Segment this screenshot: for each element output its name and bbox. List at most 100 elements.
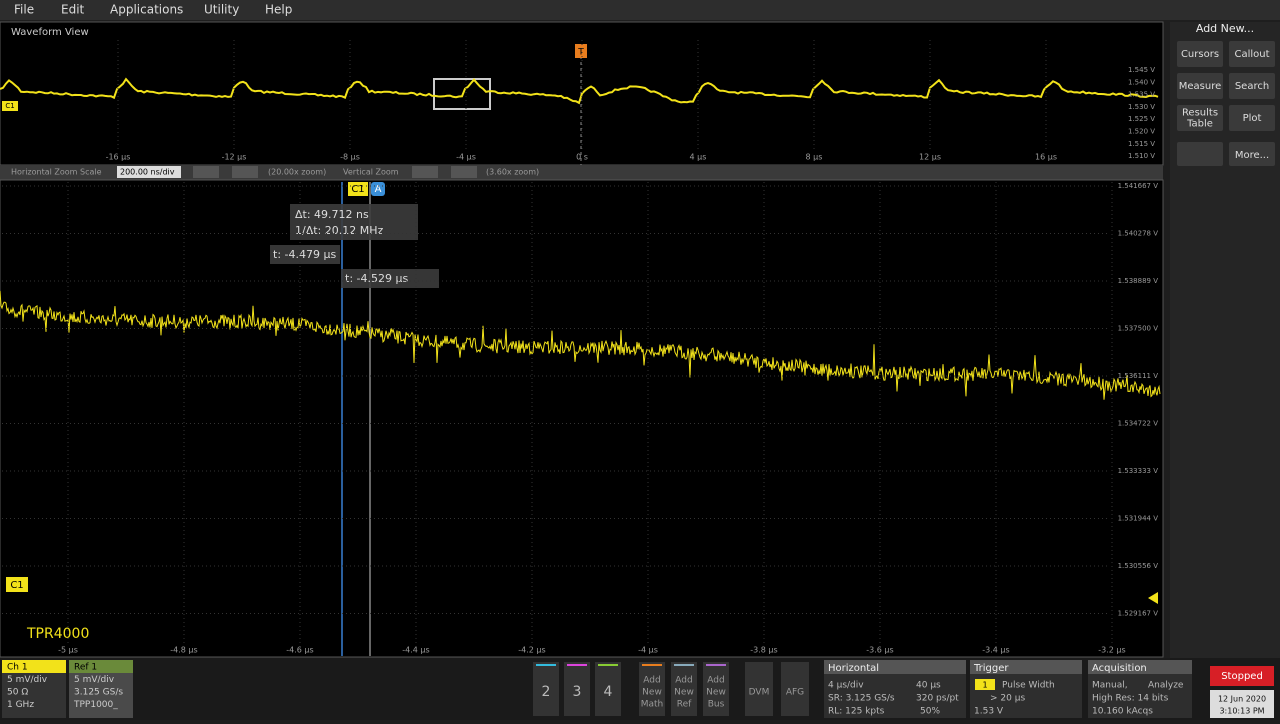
readout-inv: 1/Δt: 20.12 MHz <box>295 224 383 237</box>
side-button[interactable] <box>1229 73 1275 99</box>
v-zoom-minus[interactable] <box>451 166 477 178</box>
side-button-label: Results <box>1182 108 1218 119</box>
horizontal-panel-title: Horizontal <box>828 663 879 674</box>
horizontal-panel-text: 40 µs <box>916 681 941 691</box>
main-x-label: -3.8 µs <box>750 646 777 655</box>
add-label: Ref <box>677 700 692 710</box>
add-label: Add <box>643 676 660 686</box>
channel-button[interactable] <box>564 662 590 716</box>
channel-button[interactable] <box>533 662 559 716</box>
tool-label: AFG <box>786 688 804 698</box>
ch-tag-label: C1 <box>351 184 364 195</box>
main-y-label: 1.531944 V <box>1118 515 1159 523</box>
acquisition-panel-header <box>1088 660 1192 674</box>
channel-button[interactable] <box>595 662 621 716</box>
side-button-label: Table <box>1186 119 1213 130</box>
menu-item[interactable]: Utility <box>204 3 239 17</box>
ch1-badge-text: 50 Ω <box>7 688 28 698</box>
overview-x-label: -4 µs <box>456 153 476 162</box>
side-button-label: Measure <box>1179 81 1222 92</box>
side-button[interactable] <box>1229 142 1275 166</box>
overview-y-label: 1.530 V <box>1128 103 1155 111</box>
probe-label: TPR4000 <box>26 626 89 642</box>
readout-dt: Δt: 49.712 ns <box>295 208 369 221</box>
readout-tb: t: -4.529 µs <box>345 272 408 285</box>
main-trace <box>0 290 1161 400</box>
stopped-button[interactable] <box>1210 666 1274 686</box>
main-y-label: 1.530556 V <box>1118 562 1159 570</box>
main-x-label: -3.6 µs <box>866 646 893 655</box>
trigger-source-box <box>975 679 995 690</box>
side-button[interactable] <box>1229 105 1275 131</box>
side-title: Add New... <box>1196 22 1254 35</box>
tool-button[interactable] <box>781 662 809 716</box>
menu-item[interactable]: Edit <box>61 3 85 17</box>
ch1-badge-text: 1 GHz <box>7 700 34 710</box>
side-button[interactable] <box>1177 73 1223 99</box>
overview-x-label: -8 µs <box>340 153 360 162</box>
main-x-label: -3.2 µs <box>1098 646 1125 655</box>
h-zoom-field[interactable] <box>117 166 181 178</box>
horizontal-panel-header <box>824 660 966 674</box>
menu-item[interactable]: File <box>14 3 34 17</box>
acquisition-panel-text: High Res: 14 bits <box>1092 694 1169 704</box>
main-y-label: 1.538889 V <box>1118 277 1159 285</box>
overview-y-label: 1.515 V <box>1128 140 1155 148</box>
ch-marker <box>2 101 18 111</box>
add-stripe <box>642 664 662 666</box>
menu-item[interactable]: Help <box>265 3 292 17</box>
main-x-label: -4.6 µs <box>286 646 313 655</box>
main-y-label: 1.533333 V <box>1118 467 1159 475</box>
ref1-badge-text: 5 mV/div <box>74 675 115 685</box>
horizontal-panel-text: 4 µs/div <box>828 681 864 691</box>
side-button[interactable] <box>1177 105 1223 131</box>
side-button-label: Search <box>1235 81 1269 92</box>
ref1-badge-text: 3.125 GS/s <box>74 688 123 698</box>
main-ch-marker <box>6 577 28 592</box>
main-x-label: -4.8 µs <box>170 646 197 655</box>
side-button[interactable] <box>1229 41 1275 67</box>
ch1-badge-header <box>2 660 66 673</box>
overview-x-label: -16 µs <box>106 153 131 162</box>
v-zoom-plus[interactable] <box>412 166 438 178</box>
side-button-label: Callout <box>1234 49 1269 60</box>
add-button[interactable] <box>703 662 729 716</box>
trigger-panel-title: Trigger <box>973 663 1009 674</box>
acquisition-panel-text: Analyze <box>1148 681 1184 691</box>
ref1-badge-text: TPP1000_ <box>73 700 118 710</box>
overview-y-label: 1.540 V <box>1128 78 1155 86</box>
horizontal-panel-text: 50% <box>920 707 940 717</box>
add-label: New <box>642 688 662 698</box>
side-button-label: Plot <box>1243 113 1262 124</box>
overview-x-label: 12 µs <box>919 153 941 162</box>
add-label: Add <box>675 676 692 686</box>
horizontal-panel-text: SR: 3.125 GS/s <box>828 694 895 704</box>
add-stripe <box>706 664 726 666</box>
overview-y-label: 1.535 V <box>1128 91 1155 99</box>
main-y-label: 1.537500 V <box>1118 325 1159 333</box>
main-x-label: -4.2 µs <box>518 646 545 655</box>
overview-trace <box>0 77 1159 105</box>
trigger-label: T <box>577 48 584 58</box>
side-button[interactable] <box>1177 41 1223 67</box>
h-zoom-value: 200.00 ns/div <box>120 168 175 177</box>
add-button[interactable] <box>671 662 697 716</box>
channel-stripe <box>598 664 618 666</box>
h-zoom-minus[interactable] <box>232 166 258 178</box>
h-zoom-plus[interactable] <box>193 166 219 178</box>
time: 3:10:13 PM <box>1219 707 1264 716</box>
overview-y-label: 1.525 V <box>1128 115 1155 123</box>
tool-button[interactable] <box>745 662 773 716</box>
zoom-tool[interactable] <box>1177 142 1223 166</box>
add-button[interactable] <box>639 662 665 716</box>
horizontal-panel-text: RL: 125 kpts <box>828 707 885 717</box>
main-x-label: -3.4 µs <box>982 646 1009 655</box>
status: Stopped <box>1221 671 1263 682</box>
readout-b-box <box>341 269 439 288</box>
menu-item[interactable]: Applications <box>110 3 183 17</box>
channel-label: 2 <box>542 684 551 700</box>
cursor-tag-label: A <box>375 184 382 195</box>
trigger-source: 1 <box>982 681 987 690</box>
main-y-label: 1.541667 V <box>1118 182 1159 190</box>
